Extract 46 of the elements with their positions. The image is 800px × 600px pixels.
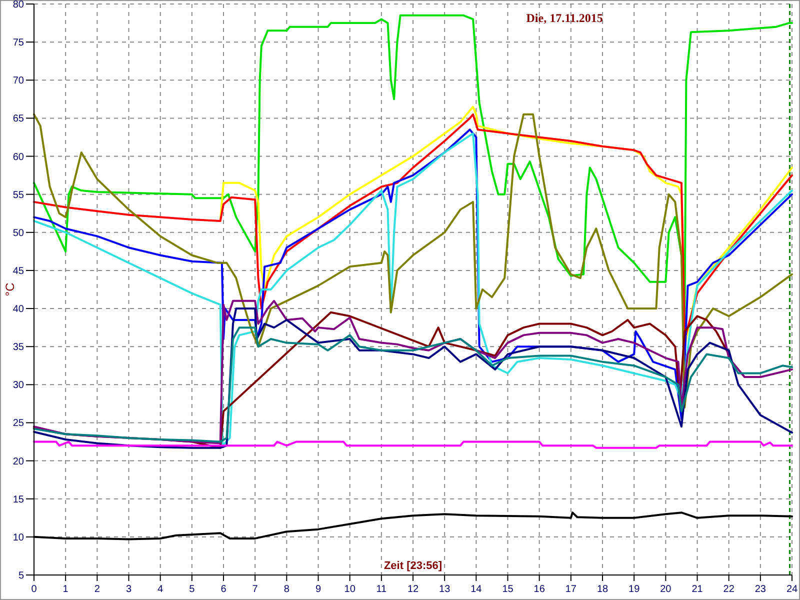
x-tick-label: 22: [723, 584, 735, 595]
y-tick-label: 40: [12, 304, 24, 316]
x-tick-label: 10: [344, 584, 356, 595]
x-tick-label: 16: [534, 584, 546, 595]
x-tick-label: 6: [220, 584, 227, 595]
text: Die, 17.11.2015: [526, 11, 603, 25]
x-tick-label: 5: [189, 584, 196, 595]
y-tick-label: 65: [12, 114, 24, 125]
y-tick-label: 80: [12, 0, 24, 10]
x-tick-label: 3: [126, 584, 132, 595]
y-tick-label: 70: [12, 76, 24, 87]
line-series: [33, 440, 793, 449]
y-axis-title: °C: [3, 282, 17, 296]
x-tick-label: 0: [31, 584, 38, 595]
x-tick-label: 23: [754, 584, 766, 595]
x-tick-label: 18: [596, 584, 608, 595]
x-tick-label: 1: [62, 584, 69, 595]
x-tick-label: 24: [786, 584, 798, 595]
x-tick-label: 17: [565, 584, 577, 595]
x-tick-label: 21: [692, 584, 704, 595]
x-tick-label: 2: [94, 584, 100, 595]
x-tick-label: 11: [376, 584, 388, 595]
y-tick-label: 20: [12, 456, 24, 468]
x-tick-label: 8: [284, 584, 290, 595]
y-tick-label: 10: [12, 532, 24, 544]
x-tick-label: 19: [628, 584, 640, 595]
y-tick-label: 45: [12, 266, 24, 277]
y-tick-label: 25: [12, 418, 24, 430]
x-tick-label: 4: [158, 584, 164, 595]
y-tick-label: 75: [12, 38, 24, 49]
line-series: [33, 326, 793, 443]
x-tick-label: 9: [315, 584, 322, 595]
y-tick-label: 35: [12, 342, 24, 354]
y-tick-label: 15: [12, 494, 24, 506]
x-axis-title: Zeit [23:56]: [384, 560, 442, 572]
y-tick-label: 50: [12, 228, 24, 239]
x-tick-label: 15: [502, 584, 514, 595]
x-tick-label: 20: [660, 584, 672, 595]
y-tick-label: 55: [12, 190, 24, 201]
y-tick-label: 60: [12, 152, 24, 163]
x-tick-label: 12: [407, 584, 419, 595]
x-tick-label: 14: [470, 584, 482, 595]
y-tick-label: 30: [12, 380, 24, 392]
x-tick-label: 13: [439, 584, 451, 595]
y-tick-label: 5: [18, 570, 24, 582]
x-tick-label: 7: [252, 584, 258, 595]
